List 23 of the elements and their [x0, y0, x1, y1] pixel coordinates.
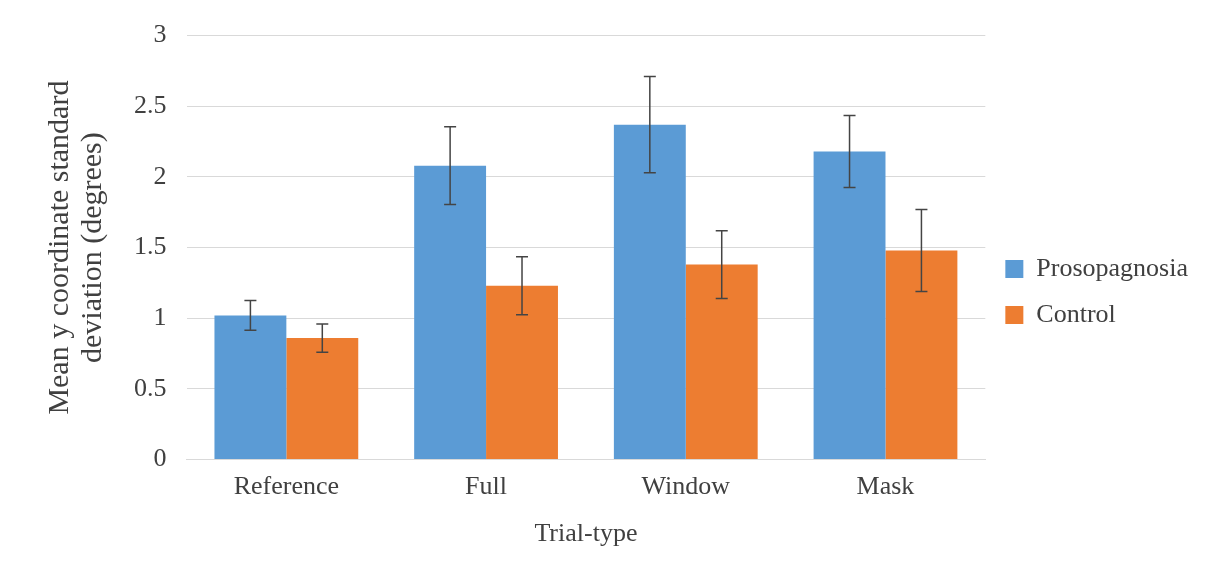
- legend-label: Prosopagnosia: [1036, 252, 1189, 282]
- x-tick-label: Mask: [856, 471, 915, 501]
- legend-label: Control: [1036, 298, 1116, 328]
- y-axis-title: Mean y coordinate standard deviation (degrees): [41, 80, 109, 415]
- bar: [813, 151, 886, 460]
- y-tick-label: 2.5: [134, 90, 167, 120]
- x-tick-label: Window: [641, 471, 731, 501]
- bar: [885, 250, 958, 460]
- bar: [486, 285, 558, 460]
- x-tick-label: Reference: [233, 471, 340, 501]
- y-tick-label: 3: [153, 19, 167, 49]
- bar: [414, 165, 487, 460]
- y-tick-label: 2: [153, 160, 167, 190]
- y-tick-label: 0.5: [134, 372, 167, 402]
- x-axis-title: Trial-type: [534, 518, 638, 548]
- bar: [286, 338, 359, 460]
- bar: [214, 315, 287, 460]
- y-tick-label: 1: [153, 302, 167, 332]
- bar: [685, 264, 758, 460]
- x-tick-label: Full: [465, 471, 508, 501]
- bar: [613, 124, 686, 460]
- y-tick-label: 0: [153, 443, 167, 473]
- y-tick-label: 1.5: [134, 231, 167, 261]
